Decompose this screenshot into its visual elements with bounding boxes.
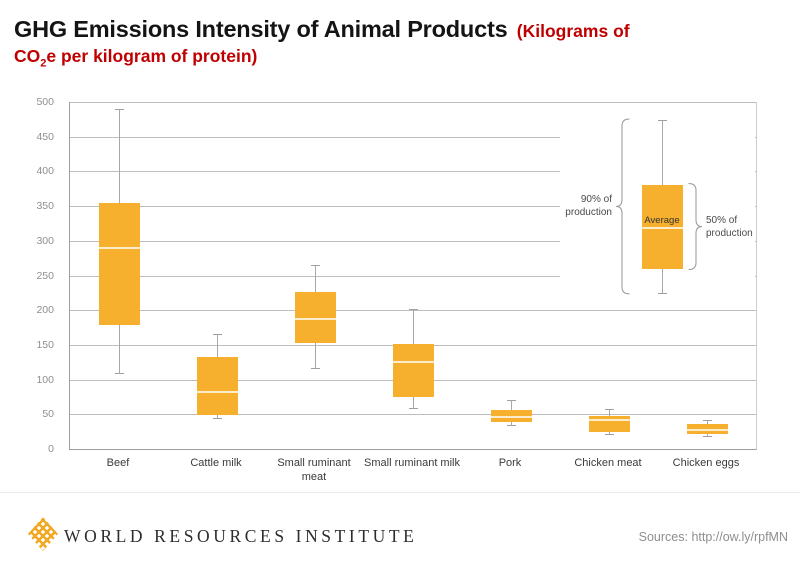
boxplot-small-ruminant-meat-box	[294, 292, 336, 343]
boxplot-chicken-eggs-whisker-lower	[706, 434, 708, 436]
boxplot-beef-whisker-upper	[118, 108, 120, 203]
boxplot-beef-whisker-lower	[118, 325, 120, 373]
y-tick-label-350: 350	[36, 200, 54, 213]
boxplot-small-ruminant-meat-cap-max	[310, 265, 320, 267]
y-tick-label-400: 400	[36, 165, 54, 178]
x-label-4: Pork	[498, 457, 522, 469]
boxplot-small-ruminant-milk-box	[392, 344, 434, 397]
boxplot-small-ruminant-milk-whisker-lower	[412, 396, 414, 409]
title-subtitle-line2: CO2e per kilogram of protein)	[14, 46, 257, 70]
legend-sample-whisker-lower	[661, 268, 663, 293]
boxplot-cattle-milk-cap-min	[212, 418, 222, 420]
boxplot-cattle-milk-median	[196, 391, 238, 394]
boxplot-cattle-milk-whisker-upper	[216, 334, 218, 358]
legend-sample-cap-min	[657, 292, 667, 294]
boxplot-pork-whisker-lower	[510, 421, 512, 425]
x-label-5: Chicken meat	[574, 457, 642, 469]
sources-text: Sources: http://ow.ly/rpfMN	[638, 530, 788, 544]
boxplot-chicken-meat-cap-min	[604, 434, 614, 436]
boxplot-chicken-eggs-cap-min	[702, 435, 712, 437]
legend-braces	[615, 118, 703, 295]
y-tick-label-450: 450	[36, 130, 54, 143]
gridline-50	[70, 414, 756, 415]
x-label-2: Small ruminant meat	[277, 457, 351, 483]
boxplot-chicken-eggs-median	[686, 428, 728, 431]
plot-area: Average 90% of production 50% of production	[69, 102, 757, 450]
boxplot-small-ruminant-meat-whisker-lower	[314, 342, 316, 369]
boxplot-small-ruminant-milk-cap-max	[408, 308, 418, 310]
page-title: GHG Emissions Intensity of Animal Produc…	[14, 16, 630, 43]
legend-sample-whisker-upper	[661, 120, 663, 185]
legend: Average 90% of production 50% of production	[560, 103, 755, 304]
boxplot-chicken-eggs-cap-max	[702, 419, 712, 421]
x-label-6: Chicken eggs	[672, 457, 740, 469]
title-main-text: GHG Emissions Intensity of Animal Produc…	[14, 16, 508, 42]
boxplot-small-ruminant-milk-whisker-upper	[412, 308, 414, 345]
gridline-400	[70, 171, 756, 172]
boxplot-pork-median	[490, 416, 532, 419]
footer-divider	[0, 492, 800, 493]
x-axis-labels: Beef Cattle milk Small ruminant meat Small …	[69, 457, 755, 491]
boxplot-beef-cap-max	[114, 108, 124, 110]
boxplot-chicken-meat-whisker-upper	[608, 408, 610, 416]
boxplot-small-ruminant-meat-cap-min	[310, 368, 320, 370]
y-tick-label-500: 500	[36, 96, 54, 108]
y-tick-label-250: 250	[36, 269, 54, 282]
org-name: WORLD RESOURCES INSTITUTE	[64, 526, 418, 546]
legend-brace-50pct	[688, 183, 703, 271]
gridline-350	[70, 206, 756, 207]
y-tick-label-300: 300	[36, 234, 54, 247]
y-tick-label-50: 50	[42, 408, 54, 421]
boxplot-pork-whisker-upper	[510, 399, 512, 411]
boxplot-chicken-eggs-whisker-upper	[706, 419, 708, 424]
y-tick-label-0: 0	[48, 443, 54, 455]
legend-left-label: 90% of production	[565, 194, 612, 219]
boxplot-small-ruminant-meat-median	[294, 317, 336, 320]
boxplot-pork-cap-min	[506, 424, 516, 426]
boxplot-small-ruminant-milk-cap-min	[408, 408, 418, 410]
legend-brace-90pct	[615, 118, 630, 295]
gridline-500	[70, 102, 756, 103]
x-label-1: Cattle milk	[190, 457, 242, 469]
gridline-450	[70, 137, 756, 138]
boxplot-beef-box	[98, 202, 140, 326]
boxplot-pork-cap-max	[506, 399, 516, 401]
title-subtitle-part1: (Kilograms of	[516, 21, 630, 41]
x-label-0: Beef	[106, 457, 130, 469]
y-axis-tick-labels: 0 50 100 150 200 250 300 350 400 450 500	[18, 96, 62, 455]
legend-sample-median	[641, 227, 683, 230]
subtitle-rest: e per kilogram of protein)	[46, 46, 258, 66]
boxplot-small-ruminant-milk-median	[392, 361, 434, 364]
boxplot-chicken-meat-median	[588, 418, 630, 421]
boxplot-beef-cap-min	[114, 372, 124, 374]
y-tick-label-200: 200	[36, 304, 54, 317]
boxplot-cattle-milk-whisker-lower	[216, 414, 218, 419]
y-tick-label-150: 150	[36, 338, 54, 351]
gridline-300	[70, 241, 756, 242]
wri-logo-icon	[28, 517, 58, 551]
legend-average-label: Average	[644, 215, 680, 227]
boxplot-pork-box	[490, 410, 532, 422]
boxplot-beef-median	[98, 246, 140, 249]
boxplot-cattle-milk-box	[196, 357, 238, 415]
y-tick-label-100: 100	[36, 373, 54, 386]
subtitle-subscript: 2	[40, 57, 47, 70]
boxplot-chicken-meat-whisker-lower	[608, 431, 610, 435]
gridline-250	[70, 276, 756, 277]
boxplot-small-ruminant-meat-whisker-upper	[314, 265, 316, 293]
boxplot-chicken-meat-cap-max	[604, 408, 614, 410]
legend-sample-box	[641, 184, 683, 269]
x-label-3: Small ruminant milk	[364, 457, 460, 469]
legend-right-label: 50% of production	[706, 214, 753, 239]
legend-sample-cap-max	[657, 120, 667, 122]
subtitle-co: CO	[14, 46, 41, 66]
boxplot-cattle-milk-cap-max	[212, 334, 222, 336]
